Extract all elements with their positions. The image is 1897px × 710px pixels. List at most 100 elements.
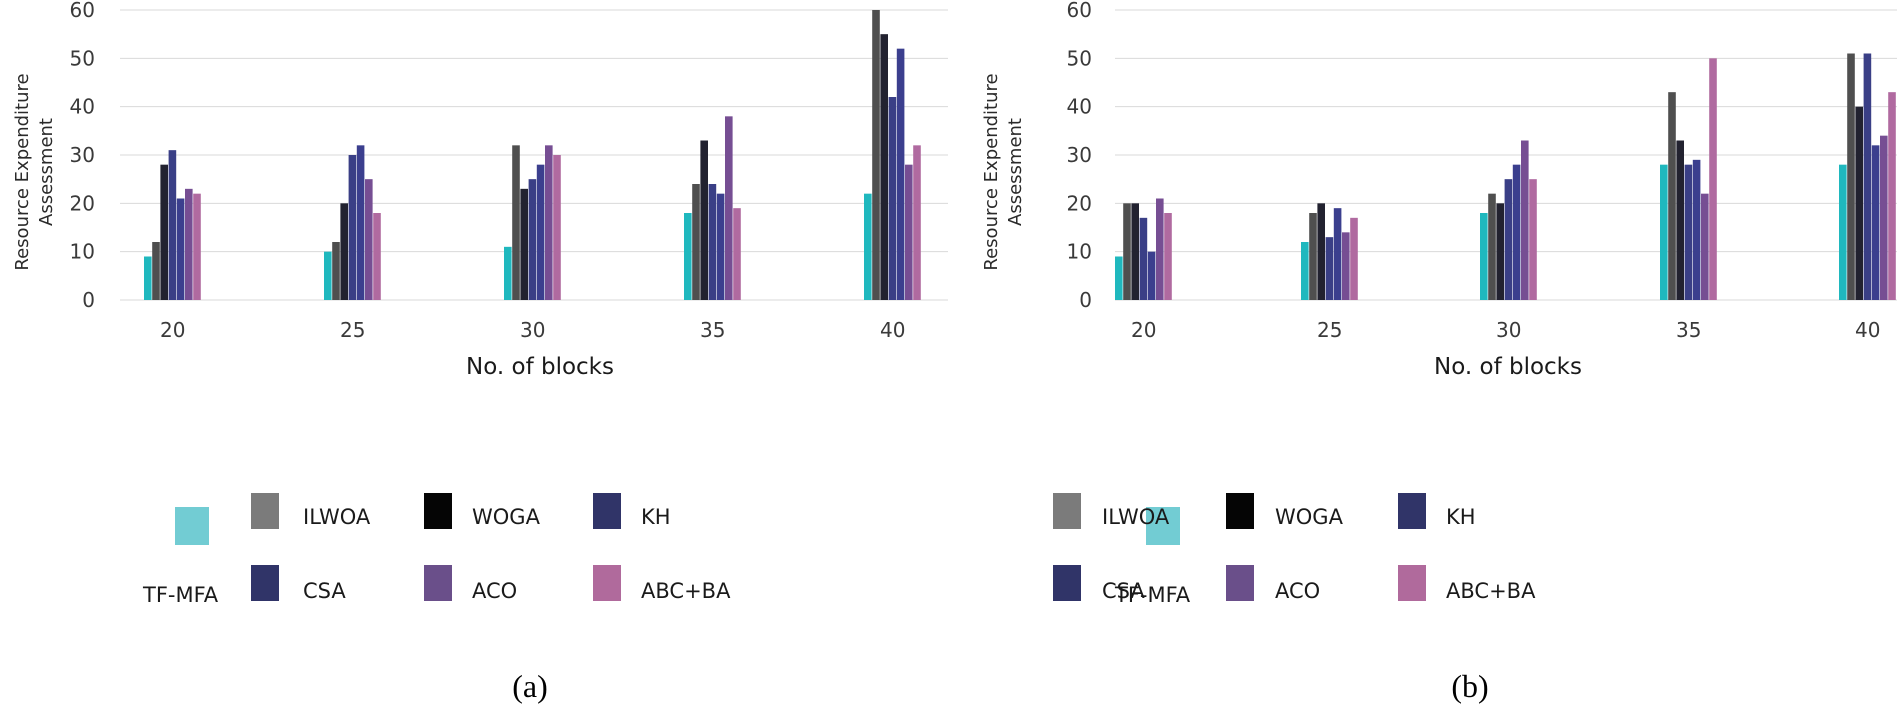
bar-woga-40	[1855, 106, 1863, 301]
legend-label-aco: ACO	[472, 579, 517, 603]
legend: TF-MFA ILWOA WOGA KH CSA ACO ABC+BA	[142, 493, 731, 607]
y-tick-label: 0	[82, 288, 95, 312]
bar-ilwoa-40	[1847, 53, 1855, 300]
legend-label-abc-ba: ABC+BA	[1446, 579, 1536, 603]
legend-label-kh: KH	[1446, 505, 1476, 529]
bar-csa-30	[536, 164, 545, 300]
legend-swatch-abc-ba	[1398, 565, 1426, 601]
bar-aco-20	[1156, 198, 1164, 300]
bar-woga-25	[340, 203, 348, 300]
bar-abc-ba-35	[1709, 58, 1717, 301]
bar-kh-30	[528, 179, 537, 300]
legend-swatch-ilwoa	[251, 493, 279, 529]
bar-ilwoa-20	[152, 242, 160, 300]
legend-swatch-woga	[1226, 493, 1254, 529]
y-tick-label: 40	[1067, 95, 1092, 119]
bar-tf-mfa-20	[144, 256, 152, 300]
y-tick-label: 50	[1067, 46, 1092, 70]
bar-tf-mfa-40	[1839, 164, 1847, 300]
y-tick-label: 30	[70, 143, 95, 167]
bar-ilwoa-30	[512, 145, 520, 300]
y-axis-label-line: Resource Expenditure	[12, 73, 33, 270]
bar-tf-mfa-25	[1301, 242, 1309, 300]
y-axis-label-line: Assessment	[36, 118, 57, 226]
legend-swatch-kh	[593, 493, 621, 529]
y-tick-label: 40	[70, 95, 95, 119]
legend-label-abc-ba: ABC+BA	[641, 579, 731, 603]
bar-kh-20	[1139, 217, 1148, 300]
x-tick-label: 40	[1855, 318, 1880, 342]
y-tick-label: 60	[70, 0, 95, 22]
figure-caption: (b)	[1451, 668, 1488, 704]
y-tick-label: 20	[1067, 191, 1092, 215]
y-tick-label: 60	[1067, 0, 1092, 22]
bar-kh-20	[168, 150, 177, 300]
bar-tf-mfa-30	[504, 246, 512, 300]
x-tick-label: 30	[520, 318, 545, 342]
bar-abc-ba-20	[193, 193, 201, 300]
bar-ilwoa-30	[1488, 193, 1496, 300]
bar-csa-40	[896, 48, 905, 300]
bar-ilwoa-25	[1309, 213, 1317, 300]
legend-label-ilwoa: ILWOA	[303, 505, 371, 529]
legend: TF-MFA ILWOA WOGA KH CSA ACO ABC+BA	[1053, 493, 1536, 607]
x-tick-label: 40	[880, 318, 905, 342]
x-tick-label: 25	[340, 318, 365, 342]
bar-abc-ba-25	[1350, 217, 1358, 300]
x-tick-label: 20	[160, 318, 185, 342]
bar-aco-35	[1701, 193, 1709, 300]
bar-csa-25	[1333, 208, 1342, 300]
bar-aco-25	[365, 179, 373, 300]
bar-woga-25	[1317, 203, 1325, 300]
legend-swatch-aco	[424, 565, 452, 601]
bar-woga-20	[160, 164, 168, 300]
bar-woga-30	[1496, 203, 1504, 300]
y-tick-label: 0	[1079, 288, 1092, 312]
y-tick-label: 10	[70, 240, 95, 264]
bar-tf-mfa-20	[1115, 256, 1123, 300]
bar-abc-ba-30	[553, 155, 561, 300]
legend-swatch-woga	[424, 493, 452, 529]
x-tick-label: 35	[1676, 318, 1701, 342]
y-tick-label: 10	[1067, 240, 1092, 264]
y-axis-label-line: Resource Expenditure	[981, 73, 1002, 270]
legend-label-woga: WOGA	[472, 505, 541, 529]
bar-tf-mfa-25	[324, 251, 332, 300]
legend-swatch-kh	[1398, 493, 1426, 529]
legend-label-kh: KH	[641, 505, 671, 529]
legend-swatch-csa	[251, 565, 279, 601]
bar-tf-mfa-30	[1480, 213, 1488, 300]
bar-kh-35	[1684, 164, 1693, 300]
bar-woga-20	[1131, 203, 1139, 300]
bar-csa-20	[1147, 251, 1156, 300]
bar-csa-35	[1692, 159, 1701, 300]
legend-swatch-tf-mfa	[1146, 507, 1180, 545]
bar-abc-ba-25	[373, 213, 381, 300]
x-tick-label: 20	[1131, 318, 1156, 342]
bar-woga-35	[1676, 140, 1684, 300]
bar-aco-30	[1521, 140, 1529, 300]
bar-ilwoa-25	[332, 242, 340, 300]
bar-kh-40	[1863, 53, 1872, 300]
legend-label-ilwoa: ILWOA	[1102, 505, 1170, 529]
legend-swatch-aco	[1226, 565, 1254, 601]
bar-ilwoa-40	[872, 10, 880, 300]
y-tick-label: 20	[70, 191, 95, 215]
chart-panel-b: 0 10 20 30 40 50 60 20 25 30 35 40 No. of blocks Reso…	[981, 0, 1897, 704]
y-axis-label-line: Assessment	[1005, 118, 1026, 226]
bar-woga-30	[520, 188, 528, 300]
bar-woga-40	[880, 34, 888, 301]
x-tick-label: 35	[700, 318, 725, 342]
bar-tf-mfa-40	[864, 193, 872, 300]
bar-kh-35	[708, 184, 717, 300]
figure-caption: (a)	[512, 668, 548, 704]
x-tick-label: 25	[1317, 318, 1342, 342]
legend-label-tf-mfa: TF-MFA	[142, 583, 219, 607]
legend-swatch-csa	[1053, 565, 1081, 601]
legend-swatch-ilwoa	[1053, 493, 1081, 529]
bar-ilwoa-35	[1668, 92, 1676, 301]
bar-aco-40	[1880, 135, 1888, 300]
bar-abc-ba-20	[1164, 213, 1172, 300]
bar-kh-25	[348, 155, 357, 300]
